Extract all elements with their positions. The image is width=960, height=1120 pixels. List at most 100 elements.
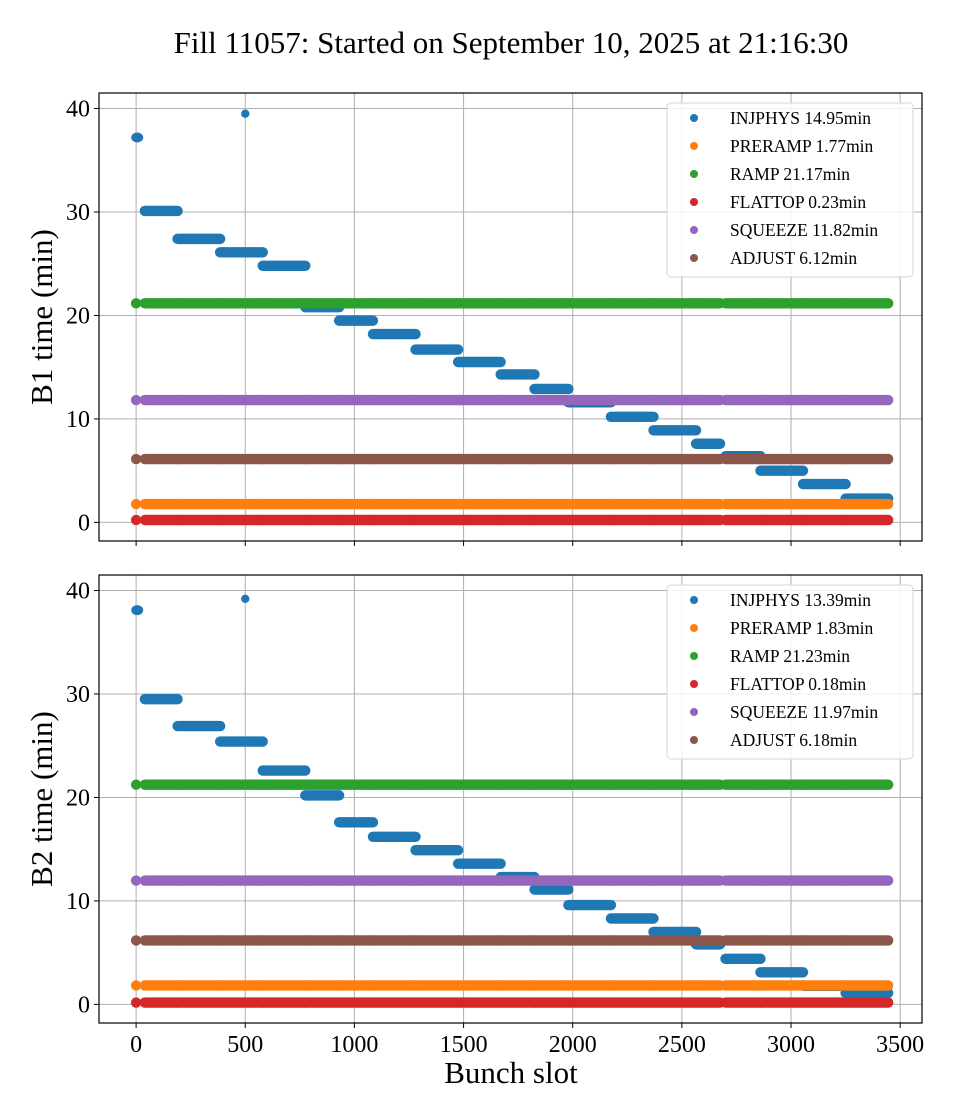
data-train-marker: [367, 779, 421, 790]
data-train-marker: [690, 997, 726, 1008]
data-train-marker: [690, 779, 726, 790]
data-train-marker: [720, 953, 766, 965]
data-train-marker: [797, 980, 851, 991]
legend-marker-icon: [690, 114, 698, 122]
data-train-marker: [840, 980, 894, 991]
data-train-marker: [452, 514, 506, 526]
legend-series-name: INJPHYS: [730, 590, 804, 610]
data-train-marker: [529, 383, 574, 395]
data-train-marker: [300, 514, 345, 526]
data-train-marker: [605, 514, 659, 526]
data-train-marker: [139, 875, 183, 886]
data-train-marker: [130, 997, 142, 1008]
data-train-marker: [605, 498, 659, 510]
legend-series-name: FLATTOP: [730, 192, 808, 212]
data-train-marker: [452, 858, 506, 869]
data-train-marker: [755, 980, 809, 991]
data-train-marker: [720, 514, 766, 526]
legend: INJPHYS 13.39min PRERAMP 1.83min RAMP 21.2…: [666, 584, 914, 760]
legend-series-name: RAMP: [730, 646, 783, 666]
legend-series-name: RAMP: [730, 164, 783, 184]
data-train-marker: [605, 935, 659, 946]
data-train-marker: [367, 514, 421, 526]
data-train-marker: [130, 875, 142, 886]
legend-series-name: ADJUST: [730, 730, 799, 750]
data-train-marker: [300, 980, 345, 991]
legend-label: SQUEEZE 11.82min: [730, 220, 878, 240]
legend-series-duration: 13.39min: [804, 590, 871, 610]
data-train-marker: [367, 498, 421, 510]
data-train-marker: [529, 298, 574, 309]
data-train-marker: [495, 779, 540, 790]
legend-series-name: ADJUST: [730, 248, 799, 268]
data-train-marker: [605, 411, 659, 423]
data-train-marker: [367, 298, 421, 309]
data-train-marker: [452, 394, 506, 406]
legend-series-duration: 11.82min: [812, 220, 878, 240]
data-train-marker: [139, 980, 183, 991]
legend-series-duration: 0.18min: [808, 674, 866, 694]
data-train-marker: [367, 831, 421, 842]
data-train-marker: [755, 298, 809, 309]
data-train-marker: [130, 498, 142, 510]
data-train-marker: [367, 394, 421, 406]
data-train-marker: [257, 260, 311, 271]
series-ramp: [130, 779, 894, 790]
axes-frame: [98, 92, 923, 542]
data-train-marker: [720, 498, 766, 510]
data-train-marker: [605, 997, 659, 1008]
data-train-marker: [130, 514, 142, 526]
legend-marker-icon: [690, 624, 698, 632]
data-train-marker: [130, 935, 142, 946]
series-adjust: [130, 935, 894, 946]
data-train-marker: [720, 453, 766, 465]
x-tick-label: 3500: [876, 1032, 924, 1058]
data-train-marker: [333, 315, 379, 326]
data-train-marker: [648, 997, 702, 1008]
data-train-marker: [300, 935, 345, 946]
data-train-marker: [172, 720, 226, 732]
data-train-marker: [529, 514, 574, 526]
data-train-marker: [367, 935, 421, 946]
legend-series-duration: 1.83min: [815, 618, 873, 638]
data-train-marker: [690, 394, 726, 406]
data-train-marker: [605, 394, 659, 406]
data-train-marker: [840, 498, 894, 510]
data-train-marker: [130, 779, 142, 790]
legend-label: FLATTOP 0.18min: [730, 674, 866, 694]
data-train-marker: [333, 498, 379, 510]
x-tick-label: 1500: [440, 1032, 488, 1058]
data-train-marker: [130, 394, 142, 406]
series-injphys: [131, 109, 894, 504]
data-train-marker: [410, 875, 464, 886]
data-train-marker: [648, 425, 702, 436]
legend-series-name: SQUEEZE: [730, 220, 812, 240]
data-train-marker: [333, 453, 379, 465]
data-train-marker: [214, 980, 268, 991]
y-tick-label: 20: [66, 303, 90, 329]
legend-label: RAMP 21.23min: [730, 646, 850, 666]
legend-frame: [666, 102, 914, 278]
data-train-marker: [257, 779, 311, 790]
y-tick-label: 10: [66, 407, 90, 433]
y-tick-label: 40: [66, 97, 90, 123]
data-train-marker: [130, 980, 142, 991]
data-train-marker: [172, 997, 226, 1008]
data-train-marker: [529, 997, 574, 1008]
data-train-marker: [495, 498, 540, 510]
data-train-marker: [563, 453, 617, 465]
data-train-marker: [690, 980, 726, 991]
data-train-marker: [605, 980, 659, 991]
x-tick-label: 500: [227, 1032, 263, 1058]
data-train-marker: [563, 514, 617, 526]
data-train-marker: [300, 790, 345, 801]
data-train-marker: [648, 875, 702, 886]
x-tick-label: 1000: [330, 1032, 378, 1058]
data-train-marker: [452, 779, 506, 790]
data-train-marker: [130, 453, 142, 465]
data-train-marker: [563, 779, 617, 790]
data-train-marker: [300, 997, 345, 1008]
data-train-marker: [563, 298, 617, 309]
data-train-marker: [452, 875, 506, 886]
